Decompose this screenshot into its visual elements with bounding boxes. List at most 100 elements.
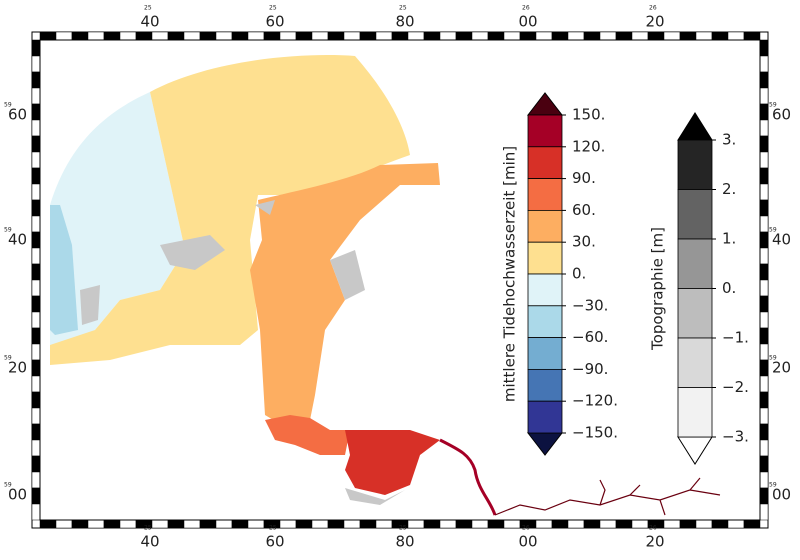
- border-cell: [151, 519, 169, 529]
- colorbar-segment: [527, 241, 563, 275]
- coord-minor: 59: [769, 482, 777, 489]
- border-cell: [631, 519, 649, 529]
- border-cell: [39, 31, 57, 41]
- border-cell: [679, 31, 697, 41]
- region-60-90: [265, 415, 350, 455]
- coord-label: 60: [8, 106, 27, 124]
- border-cell: [375, 519, 393, 529]
- border-cell: [759, 471, 769, 489]
- border-cell: [31, 327, 41, 345]
- coord-label: 60: [772, 106, 791, 124]
- border-cell: [231, 31, 249, 41]
- border-cell: [647, 31, 665, 41]
- border-cell: [71, 31, 89, 41]
- border-cell: [551, 519, 569, 529]
- border-cell: [343, 31, 361, 41]
- border-cell: [695, 519, 713, 529]
- coord-minor: 59: [4, 482, 12, 489]
- border-cell: [759, 423, 769, 441]
- coord-label: 20: [645, 533, 664, 551]
- coord-label: 60: [265, 533, 284, 551]
- coord-minor: 25: [144, 525, 152, 532]
- border-cell: [263, 31, 281, 41]
- border-cell: [343, 519, 361, 529]
- coord-label: 40: [8, 231, 27, 249]
- colorbar-segment: [527, 305, 563, 338]
- border-cell: [359, 519, 377, 529]
- region-minus-30: [50, 205, 78, 335]
- colorbar-segment: [527, 400, 563, 434]
- colorbar-label: −120.: [572, 392, 618, 410]
- coord-label: 60: [265, 13, 284, 31]
- coord-label: 80: [395, 13, 414, 31]
- colorbar-label: 1.: [722, 230, 736, 248]
- border-cell: [55, 519, 73, 529]
- border-cell: [759, 359, 769, 377]
- border-cell: [31, 311, 41, 329]
- border-cell: [759, 439, 769, 457]
- region-30-60: [250, 163, 440, 430]
- border-cell: [759, 167, 769, 185]
- colorbar-label: −150.: [572, 424, 618, 442]
- border-cell: [487, 519, 505, 529]
- border-cell: [31, 183, 41, 201]
- colorbar-label: 2.: [722, 180, 736, 198]
- colorbar-title: mittlere Tidehochwasserzeit [min]: [501, 146, 519, 402]
- border-cell: [31, 87, 41, 105]
- border-cell: [31, 391, 41, 409]
- border-cell: [31, 199, 41, 217]
- border-cell: [375, 31, 393, 41]
- border-cell: [247, 519, 265, 529]
- colorbar-segment: [527, 209, 563, 243]
- colorbar-title: Topographie [m]: [649, 227, 667, 351]
- border-cell: [759, 119, 769, 137]
- border-cell: [695, 31, 713, 41]
- border-cell: [759, 343, 769, 361]
- border-cell: [455, 519, 473, 529]
- border-cell: [31, 39, 41, 57]
- border-cell: [551, 31, 569, 41]
- border-cell: [599, 519, 617, 529]
- coord-minor: 26: [522, 525, 530, 532]
- border-cell: [759, 327, 769, 345]
- border-cell: [31, 423, 41, 441]
- border-cell: [103, 31, 121, 41]
- border-cell: [759, 199, 769, 217]
- border-cell: [759, 135, 769, 153]
- border-cell: [215, 519, 233, 529]
- border-cell: [759, 263, 769, 281]
- coord-minor: 25: [399, 5, 407, 12]
- border-cell: [183, 31, 201, 41]
- colorbar-segment: [677, 288, 713, 339]
- coord-minor: 59: [4, 355, 12, 362]
- coord-minor: 59: [769, 102, 777, 109]
- colorbar-label: 120.: [572, 137, 605, 155]
- coord-minor: 26: [649, 525, 657, 532]
- border-cell: [87, 519, 105, 529]
- border-cell: [31, 247, 41, 265]
- coord-label: 40: [140, 13, 159, 31]
- border-cell: [503, 519, 521, 529]
- border-cell: [167, 519, 185, 529]
- border-cell: [583, 31, 601, 41]
- border-cell: [31, 119, 41, 137]
- coord-label: 00: [772, 486, 791, 504]
- border-cell: [31, 343, 41, 361]
- border-cell: [31, 375, 41, 393]
- border-cell: [31, 151, 41, 169]
- border-cell: [759, 247, 769, 265]
- border-cell: [407, 519, 425, 529]
- border-cell: [711, 519, 729, 529]
- border-cell: [423, 519, 441, 529]
- colorbar-segment: [527, 368, 563, 402]
- border-cell: [743, 31, 761, 41]
- border-cell: [535, 31, 553, 41]
- border-cell: [327, 31, 345, 41]
- border-cell: [31, 407, 41, 425]
- coord-label: 20: [772, 359, 791, 377]
- colorbar-segment: [677, 238, 713, 289]
- border-cell: [311, 31, 329, 41]
- colorbar-label: 60.: [572, 201, 596, 219]
- border-cell: [599, 31, 617, 41]
